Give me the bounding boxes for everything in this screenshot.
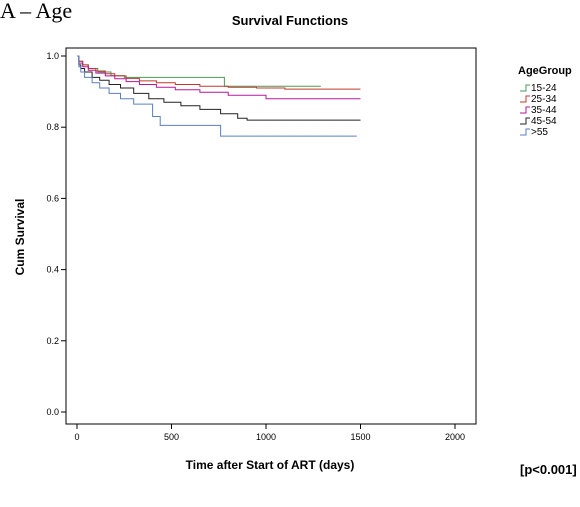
x-tick-label: 2000 bbox=[445, 432, 465, 442]
legend-swatch bbox=[520, 95, 530, 103]
legend-label: 35-44 bbox=[531, 105, 557, 116]
legend-swatch bbox=[520, 128, 530, 136]
series-line-2 bbox=[77, 55, 361, 90]
x-tick-label: 1500 bbox=[350, 432, 370, 442]
x-tick-label: 500 bbox=[164, 432, 179, 442]
y-tick-label: 1.0 bbox=[46, 51, 59, 61]
legend-title: AgeGroup bbox=[518, 65, 572, 77]
y-tick-label: 0.8 bbox=[46, 122, 59, 132]
legend-swatch bbox=[520, 106, 530, 114]
x-tick-label: 0 bbox=[74, 432, 79, 442]
legend-label: 45-54 bbox=[531, 116, 557, 127]
legend-label: >55 bbox=[531, 127, 548, 138]
series-lines bbox=[77, 55, 361, 137]
legend-swatch bbox=[520, 117, 530, 125]
y-tick-label: 0.4 bbox=[46, 265, 59, 275]
y-tick-label: 0.6 bbox=[46, 193, 59, 203]
panel-tag: A – Age bbox=[0, 0, 73, 23]
p-value-annotation: [p<0.001] bbox=[520, 462, 577, 477]
legend-label: 25-34 bbox=[531, 94, 557, 105]
series-line-5 bbox=[77, 55, 357, 137]
plot-area bbox=[65, 47, 477, 425]
x-axis-label: Time after Start of ART (days) bbox=[185, 458, 355, 472]
axis-ticks: 0 500 1000 1500 2000 0.0 0.2 0.4 0.6 0.8 1.0 bbox=[46, 51, 465, 442]
y-tick-label: 0.2 bbox=[46, 336, 59, 346]
series-line-3 bbox=[77, 55, 361, 100]
legend-swatch bbox=[520, 84, 530, 92]
x-tick-label: 1000 bbox=[256, 432, 276, 442]
legend-label: 15-24 bbox=[531, 83, 557, 94]
chart-title: Survival Functions bbox=[231, 13, 349, 28]
series-line-4 bbox=[77, 55, 361, 121]
y-tick-label: 0.0 bbox=[46, 407, 59, 417]
